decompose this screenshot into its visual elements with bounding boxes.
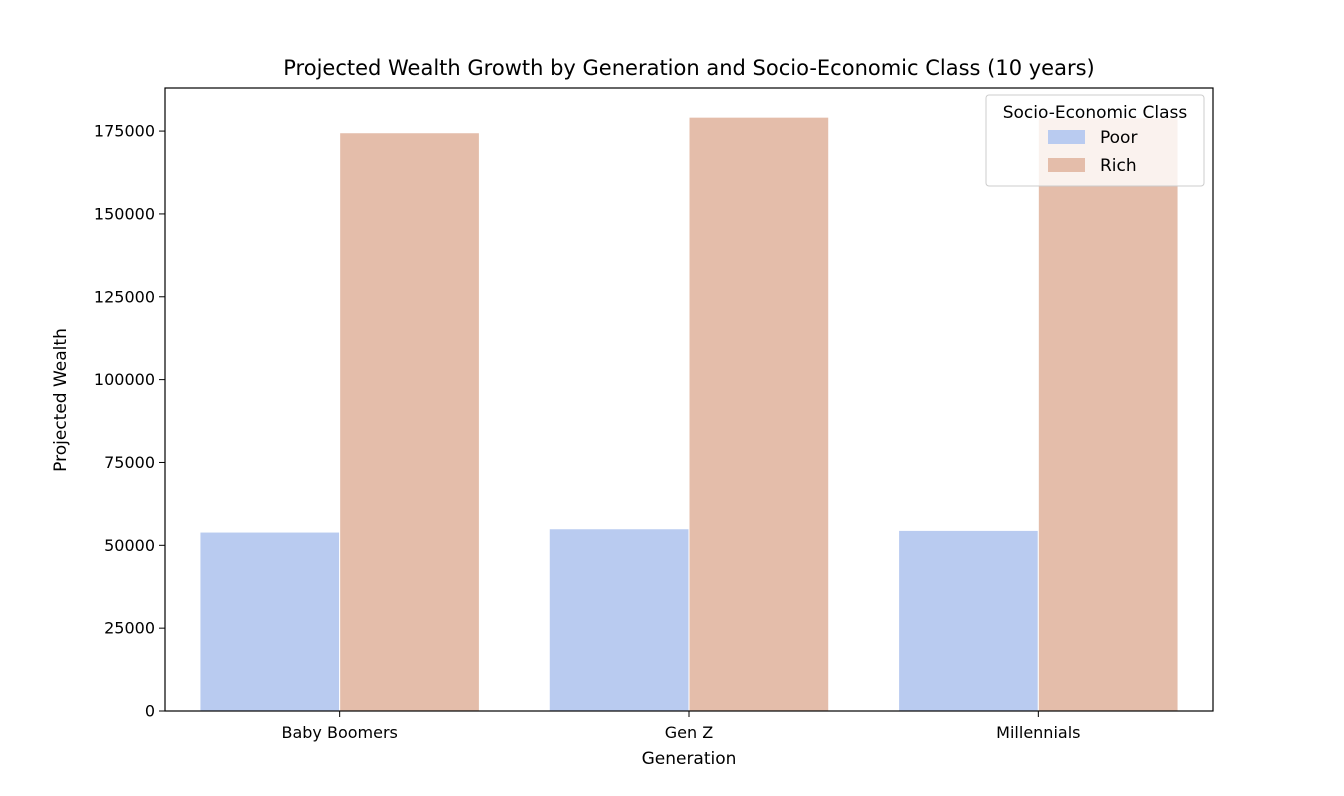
bar-rich-baby-boomers xyxy=(339,132,480,712)
legend-label-rich: Rich xyxy=(1100,156,1137,176)
bar-poor-baby-boomers xyxy=(199,531,341,712)
legend-box xyxy=(985,94,1205,187)
y-tick-label: 50000 xyxy=(104,536,155,555)
x-tick-label: Gen Z xyxy=(665,723,713,742)
legend-title: Socio-Economic Class xyxy=(1003,103,1188,123)
bar-rich-millennials xyxy=(1037,117,1179,712)
y-axis-label: Projected Wealth xyxy=(51,328,71,472)
y-tick-label: 75000 xyxy=(104,453,155,472)
x-tick-label: Baby Boomers xyxy=(281,723,397,742)
y-tick-label: 25000 xyxy=(104,619,155,638)
plot-frame xyxy=(164,87,1214,712)
y-tick-label: 125000 xyxy=(94,287,155,306)
x-axis-label: Generation xyxy=(642,749,737,769)
y-tick-label: 150000 xyxy=(94,204,155,223)
bars-layer xyxy=(199,116,1179,712)
y-tick-label: 0 xyxy=(145,702,155,721)
bar-rich-gen-z xyxy=(688,116,830,712)
y-tick-label: 100000 xyxy=(94,370,155,389)
bar-poor-gen-z xyxy=(548,528,690,712)
legend-items: Poor Rich xyxy=(1048,128,1137,176)
legend-swatch-rich xyxy=(1048,158,1085,172)
y-tick-label: 175000 xyxy=(94,122,155,141)
chart-title: Projected Wealth Growth by Generation an… xyxy=(283,56,1094,80)
bar-poor-millennials xyxy=(898,529,1039,712)
x-tick-label: Millennials xyxy=(996,723,1080,742)
legend-swatch-poor xyxy=(1048,130,1085,144)
legend-label-poor: Poor xyxy=(1100,128,1137,148)
legend: Socio-Economic Class Poor Rich xyxy=(985,94,1205,187)
y-axis: 0 25000 50000 75000 100000 125000 150000 175000 xyxy=(94,122,165,721)
x-axis: Baby Boomers Gen Z Millennials xyxy=(281,711,1080,742)
